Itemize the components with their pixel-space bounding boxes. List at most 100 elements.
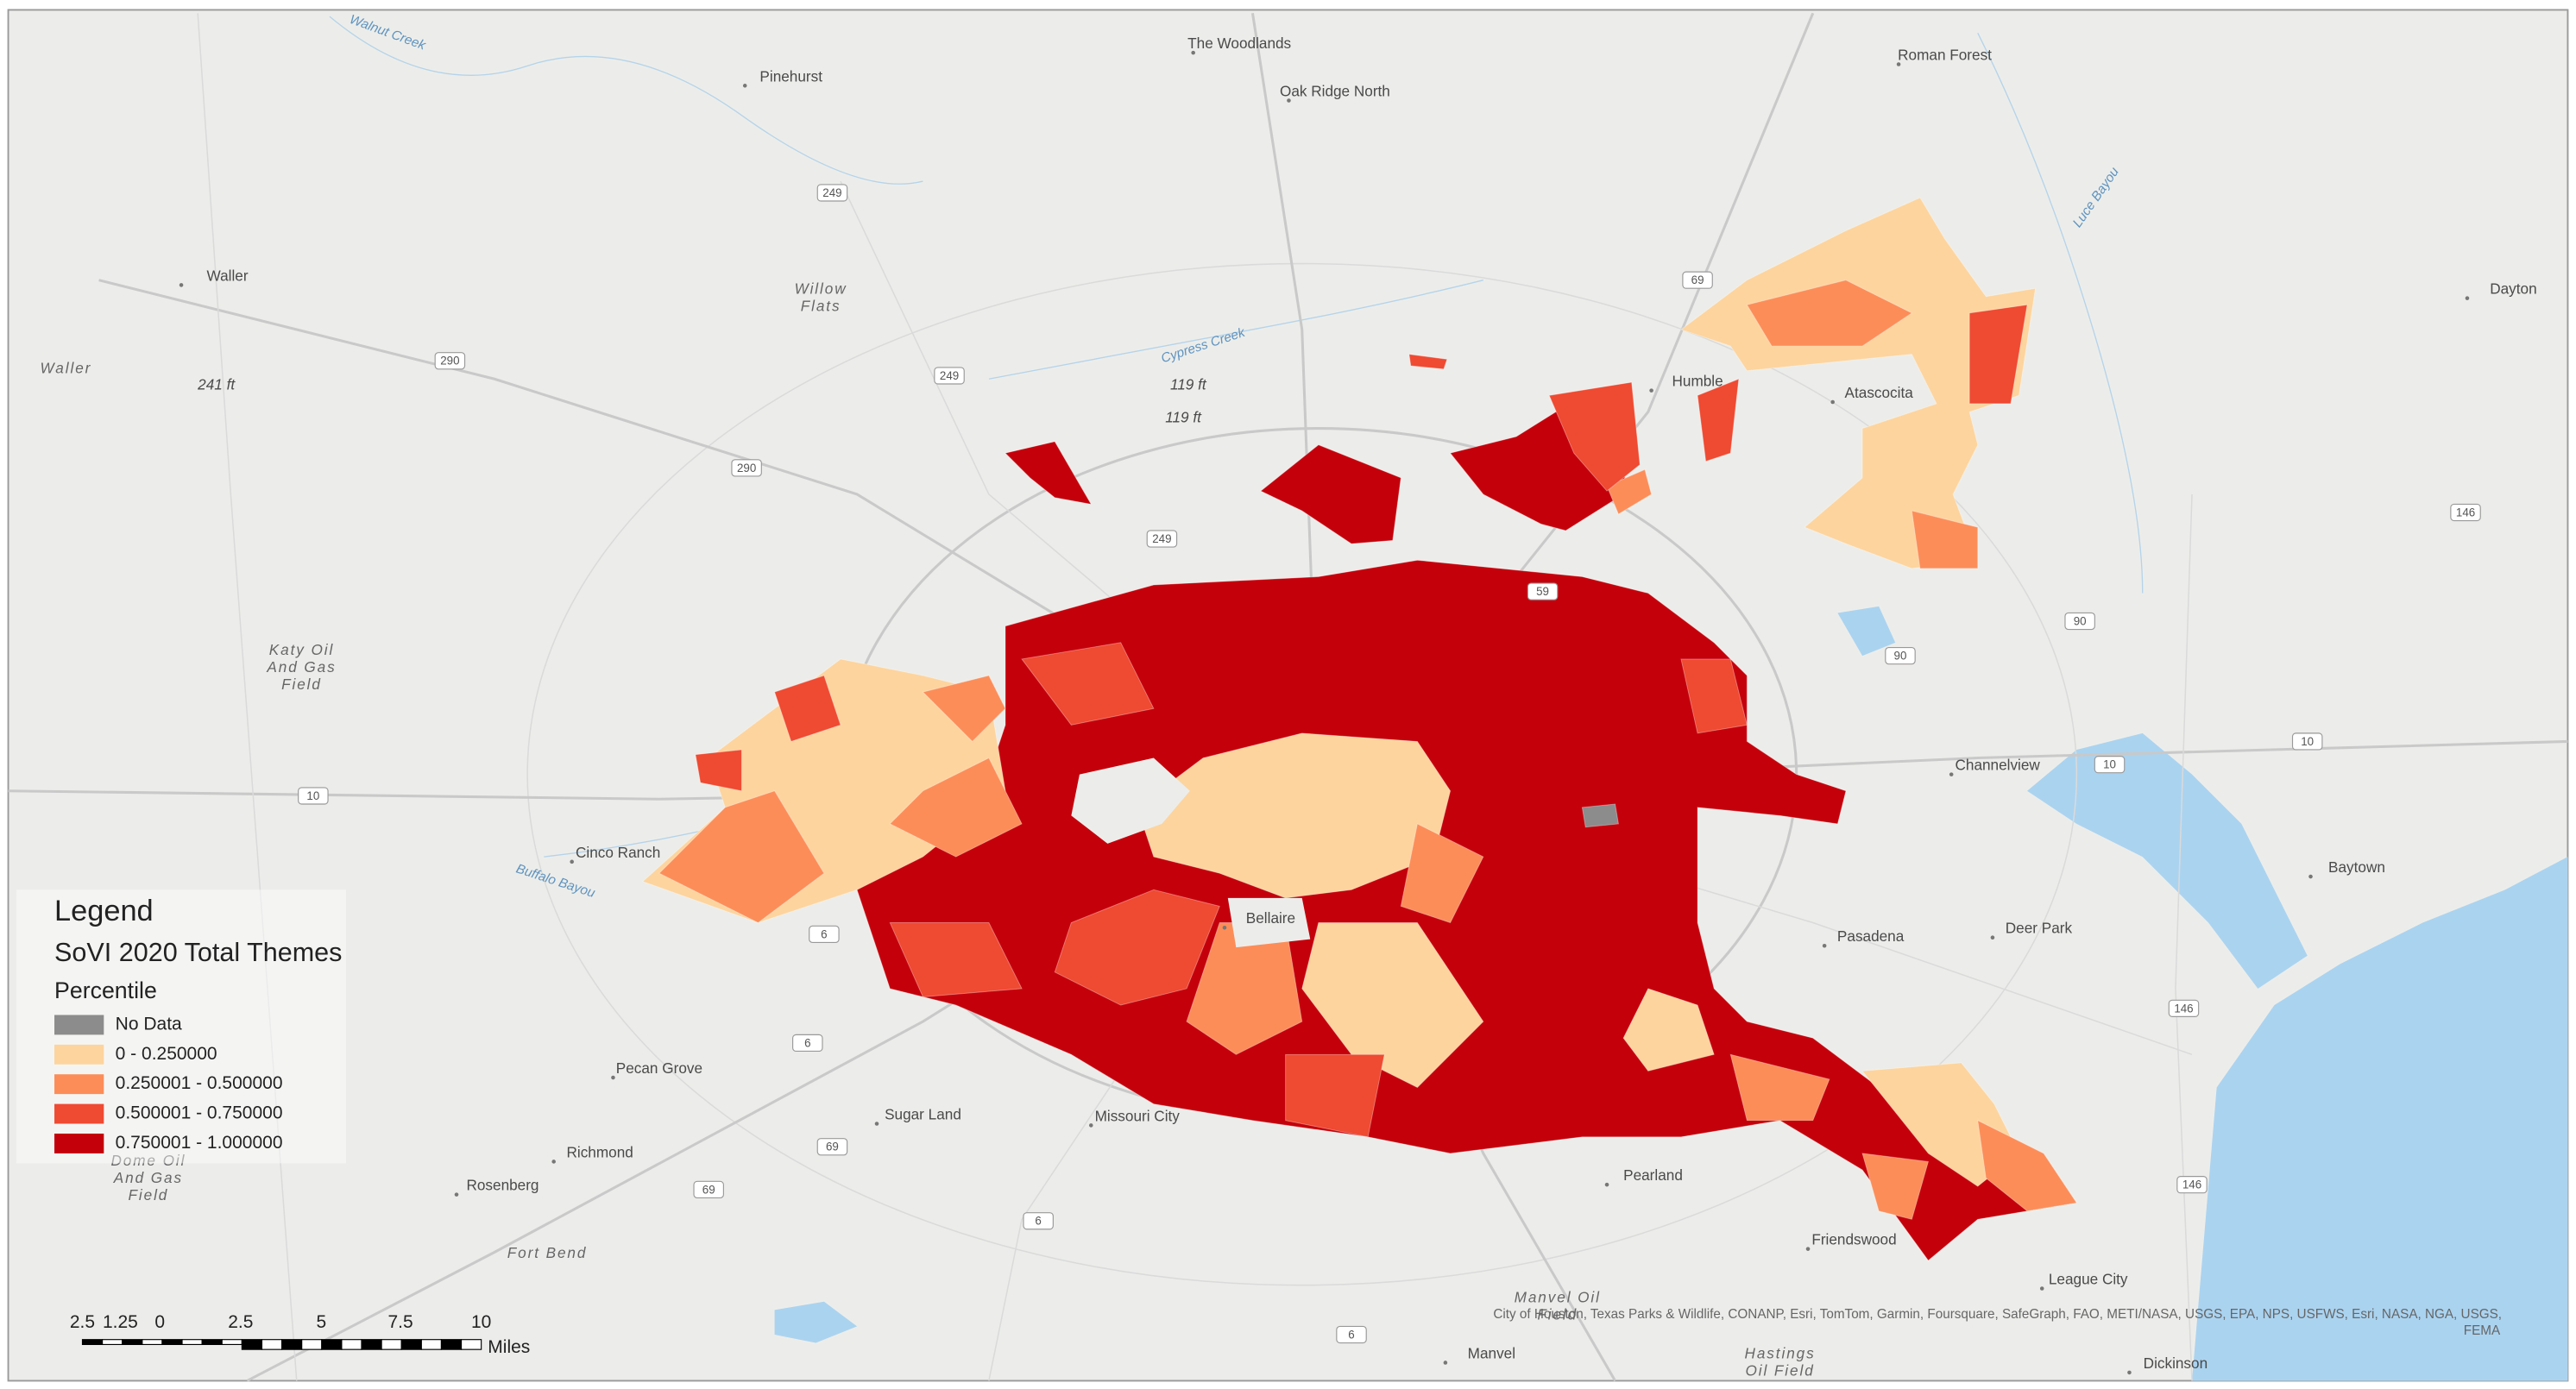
scale-segment: [161, 1339, 183, 1346]
highway-number: 90: [2074, 614, 2087, 627]
scale-segment: [122, 1339, 143, 1346]
legend-label: 0.500001 - 0.750000: [116, 1103, 283, 1123]
place-dot: [2039, 1286, 2044, 1291]
place-label: Manvel: [1468, 1344, 1515, 1361]
tract: [1400, 823, 1484, 924]
elevation-label: 241 ft: [197, 375, 236, 393]
field-label: Fort Bend: [507, 1244, 588, 1261]
highway-number: 90: [1894, 650, 1907, 663]
scale-tick-label: 0: [154, 1312, 165, 1332]
scale-segment: [201, 1339, 223, 1346]
legend-title: Legend: [54, 895, 154, 927]
highway-shield: [792, 1034, 823, 1053]
tract: [1697, 378, 1740, 462]
highway-number: 146: [2174, 1002, 2193, 1015]
highway-number: 10: [2301, 735, 2314, 748]
place-label: Waller: [207, 267, 249, 284]
place-label: The Woodlands: [1187, 35, 1291, 52]
place-dot: [1649, 388, 1653, 393]
legend-swatch: [54, 1074, 104, 1095]
scale-segment: [341, 1339, 362, 1350]
scale-segment: [261, 1339, 283, 1350]
place-label: Rosenberg: [466, 1177, 539, 1194]
highway-number: 6: [1035, 1215, 1041, 1228]
place-label: Bellaire: [1246, 909, 1295, 927]
attribution: FEMA: [2464, 1323, 2501, 1338]
elevation-label: 119 ft: [1170, 375, 1207, 393]
legend-label: 0 - 0.250000: [116, 1044, 217, 1064]
place-label: Humble: [1672, 373, 1723, 390]
place-label: Dickinson: [2144, 1354, 2208, 1372]
elevation-label: 119 ft: [1165, 409, 1202, 426]
highway-number: 59: [1536, 585, 1549, 598]
field-label: Waller: [40, 359, 91, 376]
highway-shield: [2450, 503, 2481, 522]
tract: [1977, 1119, 2078, 1212]
scale-segment: [381, 1339, 402, 1350]
highway-number: 249: [1152, 532, 1171, 545]
place-label: Baytown: [2328, 858, 2385, 876]
legend-label: No Data: [116, 1014, 182, 1034]
highway-shield: [2176, 1176, 2208, 1194]
creek: [988, 280, 1483, 380]
highway-number: 146: [2182, 1178, 2201, 1191]
place-dot: [1604, 1182, 1609, 1187]
field-label: Dome Oil: [110, 1152, 186, 1169]
tract: [889, 922, 1023, 997]
tract: [1581, 803, 1619, 828]
place-label: Roman Forest: [1898, 46, 1992, 63]
highway-number: 146: [2456, 506, 2475, 519]
place-dot: [1443, 1361, 1448, 1365]
tract: [1622, 988, 1715, 1072]
creek: [1977, 32, 2144, 594]
highway-shield: [1885, 646, 1916, 665]
scale-tick-label: 5: [317, 1312, 327, 1332]
place-dot: [1222, 925, 1227, 930]
scale-segment: [361, 1339, 382, 1350]
lake: [1837, 606, 1896, 657]
highway-number: 249: [822, 186, 841, 199]
highway-shield: [1682, 271, 1713, 289]
tract: [889, 757, 1023, 858]
legend-label: 0.750001 - 1.000000: [116, 1133, 283, 1153]
place-label: Sugar Land: [885, 1105, 961, 1122]
place-dot: [1990, 935, 1995, 940]
highway-number: 249: [940, 369, 959, 382]
highway-shield: [693, 1180, 724, 1199]
scale-bar: 2.5 1.25 0 2.5 5 7.5 10 Miles: [70, 1312, 530, 1357]
san-jacinto-bay: [2027, 732, 2308, 989]
highway-shield: [2094, 756, 2126, 774]
scale-segment: [221, 1339, 242, 1346]
field-label: Willow: [795, 280, 847, 298]
highway-number: 69: [702, 1183, 715, 1196]
place-dot: [611, 1075, 615, 1080]
scale-segment: [420, 1339, 443, 1350]
tract: [1548, 381, 1641, 492]
place-dot: [1805, 1247, 1811, 1251]
place-label: Atascocita: [1845, 384, 1914, 401]
tract: [1606, 468, 1653, 515]
place-label: Pearland: [1623, 1166, 1683, 1184]
place-dot: [454, 1192, 459, 1197]
creek: [329, 16, 923, 185]
scale-segment: [142, 1339, 163, 1346]
field-label: Field: [128, 1186, 168, 1204]
tract: [1911, 510, 1979, 569]
tract: [695, 749, 742, 792]
highway-shield: [434, 352, 466, 370]
place-dot: [2308, 874, 2313, 879]
scale-segment: [460, 1339, 482, 1350]
scale-segment: [440, 1339, 463, 1350]
place-dot: [874, 1122, 879, 1126]
highway-shield: [1527, 582, 1559, 600]
highway-shield: [2291, 732, 2323, 751]
place-label: League City: [2049, 1270, 2128, 1287]
place-dot: [551, 1160, 556, 1164]
tract: [1054, 889, 1220, 1006]
field-label: Oil Field: [1745, 1361, 1814, 1379]
legend-swatch: [54, 1133, 104, 1153]
place-label: Pasadena: [1837, 927, 1905, 945]
place-dot: [179, 283, 184, 287]
galveston-bay: [2192, 857, 2568, 1381]
